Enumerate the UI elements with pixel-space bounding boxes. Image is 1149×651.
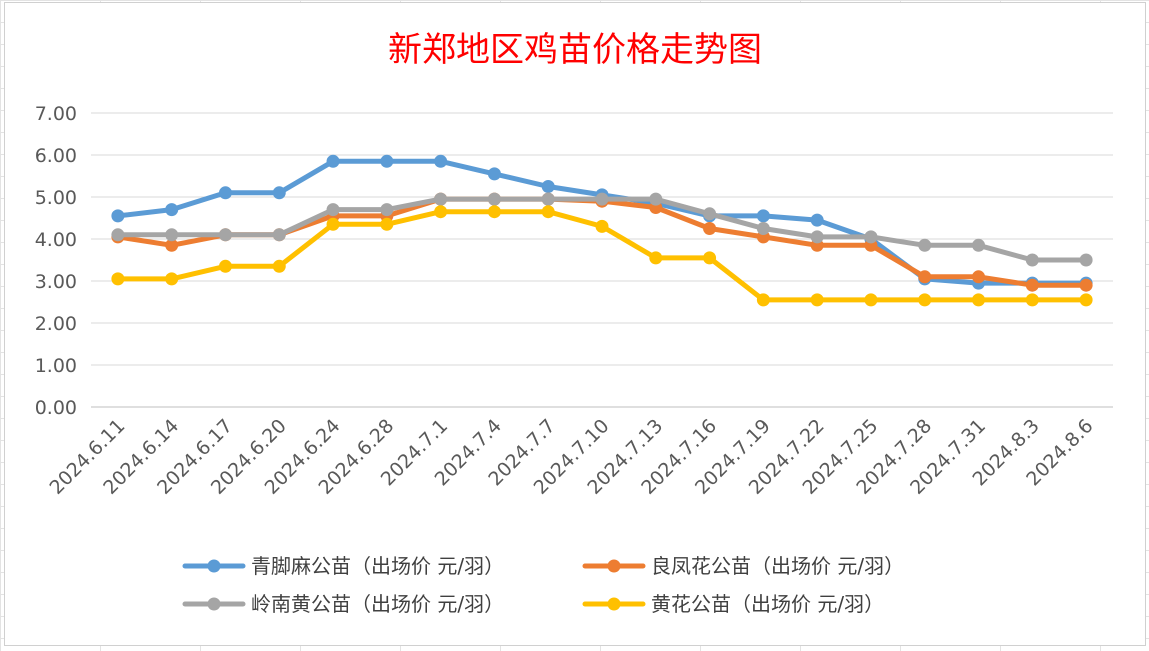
legend-entry: 黄花公苗（出场价 元/羽） — [582, 592, 884, 616]
data-point — [649, 251, 663, 265]
legend-label: 岭南黄公苗（出场价 元/羽） — [251, 592, 504, 616]
data-point — [918, 270, 932, 284]
legend-entry: 良凤花公苗（出场价 元/羽） — [582, 554, 904, 578]
legend-marker — [207, 559, 221, 573]
data-point — [380, 203, 394, 217]
data-point — [541, 192, 555, 206]
legend-marker — [607, 559, 621, 573]
data-point — [1079, 293, 1093, 307]
y-tick-label: 1.00 — [35, 355, 77, 377]
chart-title: 新郑地区鸡苗价格走势图 — [388, 30, 762, 70]
legend-label: 黄花公苗（出场价 元/羽） — [651, 592, 884, 616]
data-point — [111, 209, 125, 223]
legend-label: 青脚麻公苗（出场价 元/羽） — [251, 554, 504, 578]
legend-entry: 岭南黄公苗（出场价 元/羽） — [182, 592, 504, 616]
data-point — [165, 272, 179, 286]
data-point — [434, 192, 448, 206]
data-point — [703, 222, 717, 235]
data-point — [380, 217, 394, 231]
data-point — [272, 259, 286, 273]
y-tick-label: 3.00 — [35, 271, 77, 293]
data-point — [272, 228, 286, 242]
y-tick-label: 2.00 — [35, 313, 77, 335]
data-point — [380, 154, 394, 168]
data-point — [810, 230, 824, 244]
data-point — [1025, 293, 1039, 307]
data-point — [703, 207, 717, 221]
y-tick-label: 4.00 — [35, 229, 77, 251]
series-line — [115, 196, 1089, 288]
data-point — [434, 154, 448, 168]
chart-area[interactable]: 新郑地区鸡苗价格走势图 0.00 1.00 2.00 3.00 4.00 5.00 6.00… — [4, 2, 1146, 646]
y-tick-label: 6.00 — [35, 145, 77, 167]
legend-entry: 青脚麻公苗（出场价 元/羽） — [182, 554, 504, 578]
data-point — [703, 251, 717, 265]
data-point — [1079, 278, 1093, 292]
data-point — [487, 167, 501, 181]
data-point — [111, 228, 125, 242]
series-2 — [111, 192, 1093, 292]
series-3 — [111, 192, 1093, 267]
legend-marker — [607, 597, 621, 611]
y-tick-label: 7.00 — [35, 103, 77, 125]
data-point — [864, 293, 878, 307]
data-point — [487, 205, 501, 219]
data-point — [1025, 278, 1039, 292]
series-4 — [111, 205, 1093, 307]
data-point — [649, 192, 663, 206]
data-point — [918, 238, 932, 252]
legend-label: 良凤花公苗（出场价 元/羽） — [651, 554, 904, 578]
data-point — [165, 228, 179, 242]
data-point — [165, 238, 179, 252]
data-point — [756, 222, 770, 235]
y-tick-label: 0.00 — [35, 397, 77, 419]
data-point — [756, 293, 770, 307]
data-point — [218, 186, 232, 200]
data-point — [810, 213, 824, 227]
line-chart: 新郑地区鸡苗价格走势图 0.00 1.00 2.00 3.00 4.00 5.00 6.00… — [35, 30, 1113, 616]
data-point — [918, 293, 932, 307]
data-point — [756, 209, 770, 223]
data-point — [111, 272, 125, 286]
y-tick-label: 5.00 — [35, 187, 77, 209]
data-point — [972, 270, 986, 284]
data-point — [326, 217, 340, 231]
data-point — [434, 205, 448, 219]
data-point — [326, 154, 340, 168]
data-point — [810, 293, 824, 307]
data-point — [595, 219, 609, 233]
data-point — [595, 192, 609, 206]
data-point — [1079, 253, 1093, 267]
data-point — [272, 186, 286, 200]
data-point — [326, 203, 340, 217]
data-point — [972, 238, 986, 252]
data-point — [972, 293, 986, 307]
data-point — [541, 205, 555, 219]
data-point — [487, 192, 501, 206]
data-point — [218, 259, 232, 273]
legend-marker — [207, 597, 221, 611]
data-point — [864, 230, 878, 244]
data-point — [541, 180, 555, 193]
data-point — [165, 203, 179, 217]
data-point — [1025, 253, 1039, 267]
data-point — [218, 228, 232, 242]
